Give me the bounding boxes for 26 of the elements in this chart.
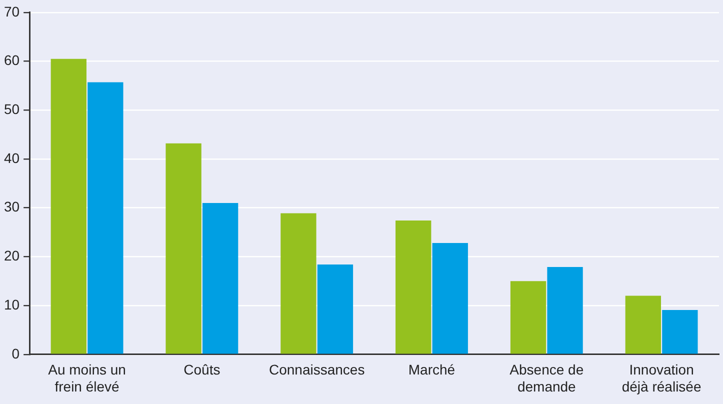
bar — [280, 213, 316, 354]
y-tick-label: 10 — [4, 296, 20, 312]
y-tick-label: 70 — [4, 3, 20, 20]
bar — [396, 220, 432, 354]
bar — [166, 143, 202, 354]
x-tick-label: Coûts — [184, 362, 220, 378]
bar — [547, 266, 583, 354]
bar — [50, 58, 86, 354]
x-tick-label: Absence de demande — [510, 362, 584, 394]
y-tick-label: 50 — [4, 100, 20, 117]
y-tick-label: 0 — [12, 345, 20, 362]
bar — [432, 243, 468, 354]
bar — [317, 264, 354, 354]
bar — [88, 82, 124, 354]
y-tick-label: 30 — [4, 198, 20, 215]
y-tick-label: 20 — [4, 248, 20, 264]
bar — [202, 202, 238, 354]
bar — [510, 281, 546, 354]
bar — [662, 310, 698, 354]
x-tick-label: Marché — [408, 362, 456, 378]
y-tick-label: 40 — [4, 150, 20, 166]
x-tick-label: Au moins un frein élevé — [48, 362, 126, 394]
x-tick-label: Connaissances — [268, 362, 365, 378]
bar — [625, 296, 661, 354]
x-tick-label: Innovation déjà réalisée — [622, 362, 702, 394]
y-tick-label: 60 — [4, 52, 20, 68]
